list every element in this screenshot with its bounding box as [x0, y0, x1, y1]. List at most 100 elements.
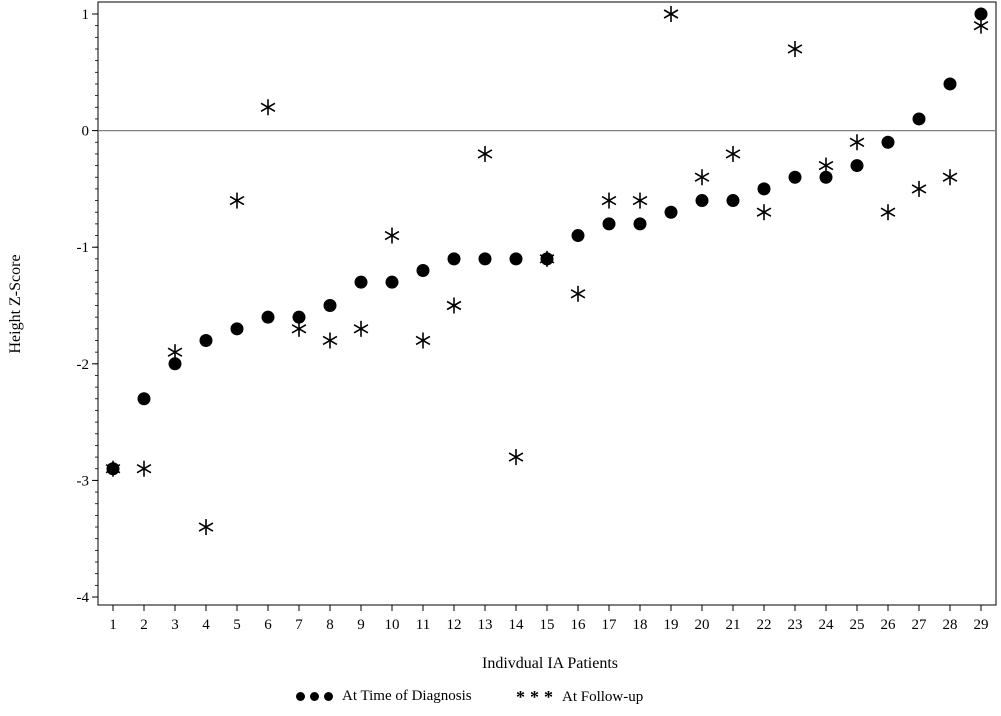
x-tick-label: 3	[171, 617, 179, 633]
followup-point	[663, 6, 679, 22]
followup-point	[415, 332, 431, 349]
x-axis-ticks: 1 2 3 4 5 6 7 8 9 10 11 12 13 14 15 16 17 18 19 20 21 22 23 24 2…	[109, 605, 989, 633]
x-tick-label: 9	[357, 617, 365, 633]
diagnosis-point	[137, 392, 151, 406]
legend-item-diagnosis: At Time of Diagnosis	[296, 688, 472, 705]
diagnosis-point	[478, 252, 492, 266]
x-tick-label: 25	[850, 617, 865, 633]
x-tick-label: 24	[819, 617, 835, 633]
x-tick-label: 13	[478, 617, 493, 633]
diagnosis-point	[385, 275, 399, 289]
diagnosis-point	[757, 182, 771, 196]
followup-point	[787, 40, 803, 57]
diagnosis-point	[943, 77, 957, 91]
followup-point	[725, 145, 741, 162]
followup-point	[601, 192, 617, 209]
plot-frame	[97, 1, 997, 606]
diagnosis-point	[602, 217, 616, 231]
diagnosis-point	[168, 357, 182, 371]
x-tick-label: 4	[202, 617, 210, 633]
x-tick-label: 28	[943, 617, 958, 633]
legend: At Time of Diagnosis * * * At Follow-up	[0, 688, 1001, 712]
followup-point	[260, 99, 276, 116]
y-minor-ticks	[95, 13, 98, 598]
x-tick-label: 23	[788, 617, 803, 633]
y-axis-title: Height Z-Score	[7, 254, 24, 353]
series-at-time-of-diagnosis	[106, 7, 988, 476]
y-tick-label: -2	[77, 357, 90, 373]
y-axis-ticks: -4 -3 -2 -1 0 1	[77, 7, 98, 606]
followup-point	[229, 192, 245, 209]
x-tick-label: 22	[757, 617, 772, 633]
followup-point	[384, 227, 400, 244]
diagnosis-point	[509, 252, 523, 266]
diagnosis-point	[726, 194, 740, 208]
diagnosis-point	[447, 252, 461, 266]
followup-point	[136, 460, 152, 477]
diagnosis-point	[912, 112, 926, 126]
x-tick-label: 14	[509, 617, 525, 633]
x-tick-label: 26	[881, 617, 897, 633]
followup-point	[105, 460, 121, 477]
x-tick-label: 8	[326, 617, 334, 633]
followup-point	[942, 169, 958, 186]
followup-point	[353, 320, 369, 337]
followup-point	[539, 250, 555, 267]
followup-point	[167, 344, 183, 361]
x-tick-label: 6	[264, 617, 272, 633]
followup-point	[973, 17, 989, 34]
x-tick-label: 16	[571, 617, 587, 633]
legend-dot-symbols	[296, 688, 338, 705]
x-tick-label: 29	[974, 617, 989, 633]
y-tick-label: -3	[77, 473, 90, 489]
y-tick-label: -4	[77, 590, 90, 606]
followup-point	[849, 134, 865, 151]
diagnosis-point	[850, 159, 864, 173]
diagnosis-point	[695, 194, 709, 208]
legend-label-diagnosis: At Time of Diagnosis	[342, 688, 472, 704]
x-tick-label: 1	[109, 617, 117, 633]
diagnosis-point	[881, 135, 895, 149]
followup-point	[477, 145, 493, 162]
diagnosis-point	[819, 170, 833, 184]
diagnosis-point	[416, 264, 430, 278]
y-tick-label: -1	[77, 240, 90, 256]
series-at-follow-up	[105, 6, 989, 536]
followup-point	[322, 332, 338, 349]
x-tick-label: 11	[416, 617, 430, 633]
legend-asterisk-symbols: * * *	[516, 687, 553, 707]
followup-point	[756, 204, 772, 221]
x-axis-title: Indivdual IA Patients	[482, 655, 618, 672]
followup-point	[508, 449, 524, 466]
followup-point	[694, 169, 710, 186]
x-tick-label: 2	[140, 617, 148, 633]
x-tick-label: 15	[540, 617, 555, 633]
x-tick-label: 10	[385, 617, 400, 633]
legend-label-followup: At Follow-up	[562, 688, 644, 705]
x-tick-label: 27	[912, 617, 928, 633]
diagnosis-point	[664, 205, 678, 219]
x-tick-label: 12	[447, 617, 462, 633]
followup-point	[446, 297, 462, 314]
diagnosis-point	[354, 275, 368, 289]
y-tick-label: 1	[82, 7, 90, 23]
followup-point	[911, 180, 927, 197]
diagnosis-point	[633, 217, 647, 231]
diagnosis-point	[323, 299, 337, 312]
x-tick-label: 17	[602, 617, 618, 633]
x-tick-label: 21	[726, 617, 741, 633]
followup-point	[570, 285, 586, 302]
followup-point	[198, 519, 214, 536]
diagnosis-point	[292, 310, 306, 324]
diagnosis-point	[788, 170, 802, 184]
followup-point	[632, 192, 648, 209]
y-tick-label: 0	[82, 124, 90, 140]
followup-point	[880, 204, 896, 221]
x-tick-label: 20	[695, 617, 710, 633]
diagnosis-point	[571, 229, 585, 243]
diagnosis-point	[261, 310, 275, 324]
x-tick-label: 5	[233, 617, 241, 633]
followup-point	[818, 157, 834, 174]
diagnosis-point	[974, 7, 988, 21]
